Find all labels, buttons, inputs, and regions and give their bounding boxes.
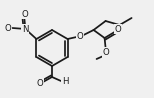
Text: O: O [115,24,122,34]
Text: N: N [22,24,29,34]
Text: O: O [102,48,109,57]
Text: O: O [4,24,11,33]
Text: O: O [36,79,43,88]
Text: H: H [62,77,68,85]
Text: O: O [77,31,83,40]
Text: O: O [21,10,28,19]
